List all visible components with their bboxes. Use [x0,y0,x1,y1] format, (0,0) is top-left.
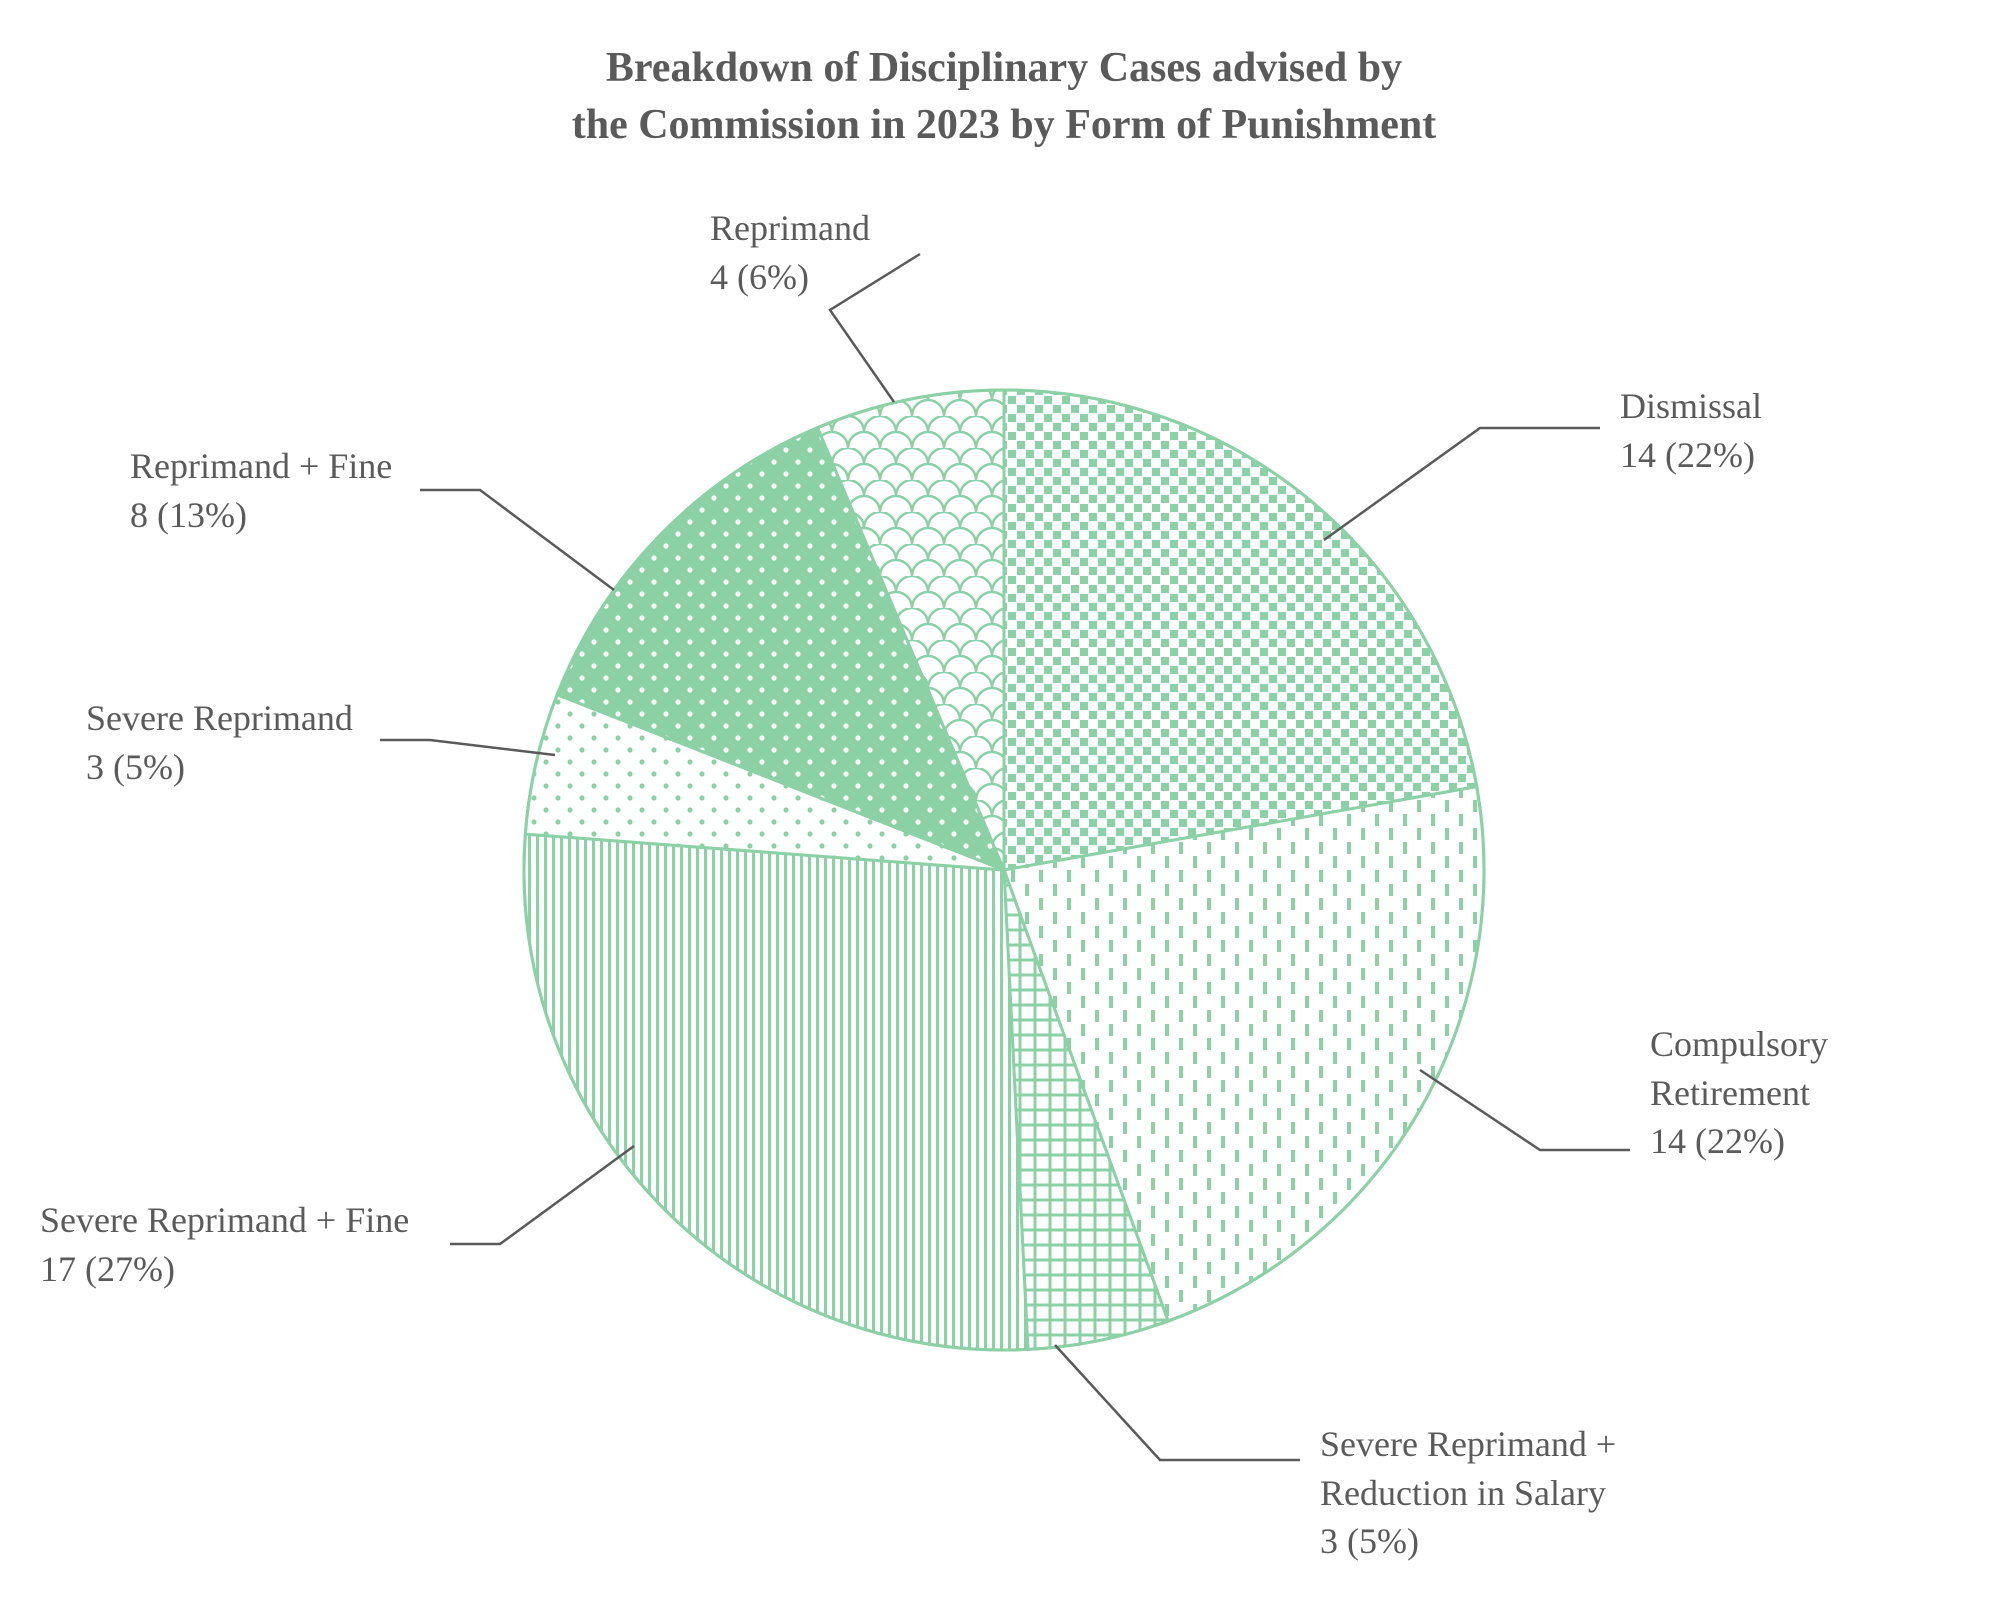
slice-label: Reprimand4 (6%) [710,204,870,301]
chart-title-line1: Breakdown of Disciplinary Cases advised … [0,40,2008,97]
slice-label-line: 3 (5%) [86,743,353,792]
slice-label: Severe Reprimand +Reduction in Salary3 (… [1320,1420,1616,1566]
slice-label-line: Severe Reprimand + Fine [40,1196,409,1245]
leader-line [1420,1070,1630,1150]
slice-label-line: 14 (22%) [1620,431,1762,480]
slice-label-line: Reduction in Salary [1320,1469,1616,1518]
slice-label-line: Compulsory [1650,1020,1828,1069]
pie-chart [0,0,2008,1606]
slice-label-line: Reprimand [710,204,870,253]
chart-title: Breakdown of Disciplinary Cases advised … [0,40,2008,153]
slice-label-line: Reprimand + Fine [130,442,392,491]
slice-label-line: Dismissal [1620,382,1762,431]
slice-label-line: 8 (13%) [130,491,392,540]
leader-line [1055,1345,1300,1460]
chart-container: Breakdown of Disciplinary Cases advised … [0,0,2008,1606]
slice-label-line: 17 (27%) [40,1245,409,1294]
leader-line [420,490,614,590]
leader-line [1324,428,1600,540]
chart-title-line2: the Commission in 2023 by Form of Punish… [0,97,2008,154]
slice-label-line: Severe Reprimand + [1320,1420,1616,1469]
slice-label-line: 3 (5%) [1320,1517,1616,1566]
slice-label: Severe Reprimand + Fine17 (27%) [40,1196,409,1293]
slice-label: Reprimand + Fine8 (13%) [130,442,392,539]
slice-label: Dismissal14 (22%) [1620,382,1762,479]
slice-label: Severe Reprimand3 (5%) [86,694,353,791]
leader-line [380,740,555,755]
leader-line [450,1146,634,1244]
slice-label-line: Severe Reprimand [86,694,353,743]
slice-label-line: 4 (6%) [710,253,870,302]
slice-label-line: Retirement [1650,1069,1828,1118]
slice-label: CompulsoryRetirement14 (22%) [1650,1020,1828,1166]
slice-label-line: 14 (22%) [1650,1117,1828,1166]
pie-slice [524,834,1028,1350]
